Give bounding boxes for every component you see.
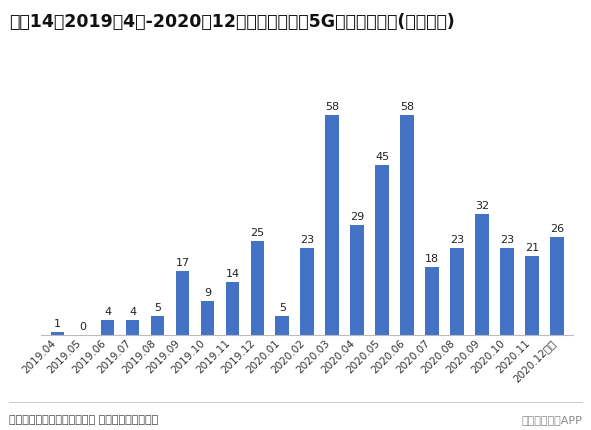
Text: 32: 32 xyxy=(475,201,489,211)
Bar xyxy=(200,301,215,335)
Bar xyxy=(375,165,389,335)
Text: 18: 18 xyxy=(425,254,439,264)
Bar xyxy=(226,282,239,335)
Text: 23: 23 xyxy=(500,235,514,245)
Bar xyxy=(426,267,439,335)
Bar xyxy=(126,320,139,335)
Bar xyxy=(525,256,539,335)
Text: 4: 4 xyxy=(104,307,111,317)
Text: 23: 23 xyxy=(300,235,314,245)
Bar xyxy=(475,214,489,335)
Bar xyxy=(275,316,289,335)
Bar xyxy=(550,237,564,335)
Bar xyxy=(300,248,314,335)
Text: 21: 21 xyxy=(525,243,539,253)
Text: 9: 9 xyxy=(204,288,211,298)
Text: 5: 5 xyxy=(154,304,161,313)
Bar xyxy=(350,225,364,335)
Text: 前瞻经济学人APP: 前瞻经济学人APP xyxy=(521,415,582,425)
Text: 26: 26 xyxy=(550,224,564,234)
Bar xyxy=(100,320,115,335)
Text: 5: 5 xyxy=(279,304,286,313)
Text: 4: 4 xyxy=(129,307,136,317)
Text: 0: 0 xyxy=(79,322,86,332)
Text: 23: 23 xyxy=(450,235,464,245)
Text: 17: 17 xyxy=(176,258,190,268)
Bar xyxy=(500,248,514,335)
Text: 1: 1 xyxy=(54,319,61,329)
Bar xyxy=(400,115,414,335)
Text: 图表14：2019年4月-2020年12月中国通过认证5G手机机型数量(单位：款): 图表14：2019年4月-2020年12月中国通过认证5G手机机型数量(单位：款… xyxy=(9,13,454,31)
Text: 58: 58 xyxy=(400,102,414,112)
Bar xyxy=(51,332,64,335)
Text: 29: 29 xyxy=(350,212,365,222)
Bar xyxy=(251,240,264,335)
Text: 25: 25 xyxy=(251,227,264,237)
Text: 58: 58 xyxy=(325,102,339,112)
Bar xyxy=(326,115,339,335)
Text: 45: 45 xyxy=(375,152,389,162)
Text: 资料来源：中国质量认证中心 前瞻产业研究院整理: 资料来源：中国质量认证中心 前瞻产业研究院整理 xyxy=(9,415,158,425)
Bar xyxy=(151,316,164,335)
Bar xyxy=(450,248,464,335)
Text: 14: 14 xyxy=(225,269,239,279)
Bar xyxy=(176,271,189,335)
